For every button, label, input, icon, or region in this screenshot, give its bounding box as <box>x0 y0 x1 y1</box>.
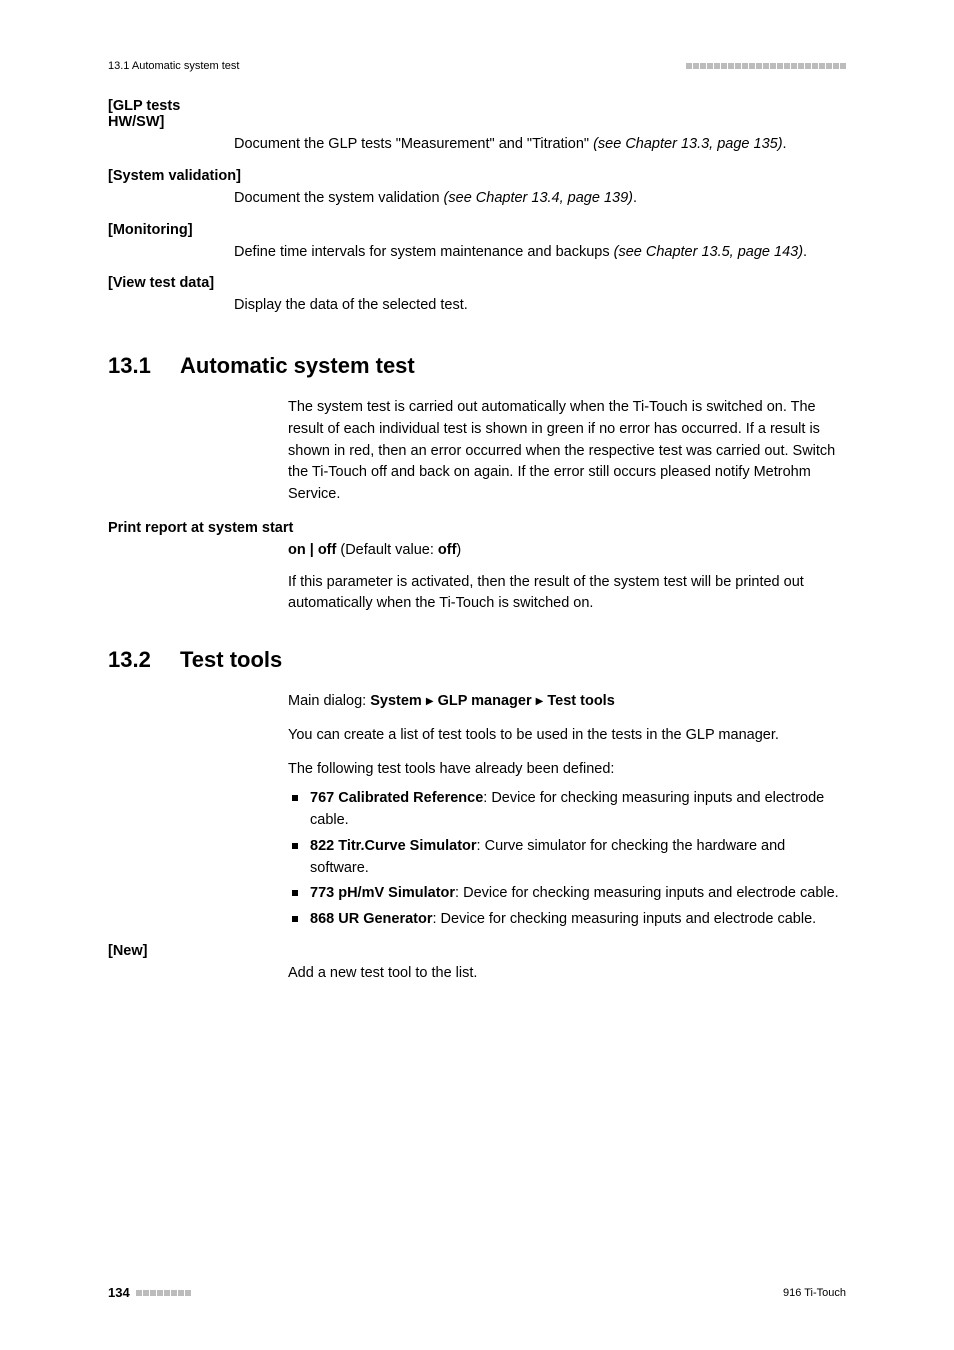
onoff-mid: (Default value: <box>336 542 438 558</box>
maindialog-glp: GLP manager <box>438 693 532 709</box>
section-number: 13.1 <box>108 353 180 379</box>
footer-left: 134 <box>108 1285 191 1300</box>
def-ref: (see Chapter 13.5, page 143) <box>614 244 803 260</box>
footer-decor-squares <box>136 1290 191 1296</box>
def-text: Display the data of the selected test. <box>234 297 468 313</box>
triangle-icon: ▶ <box>426 694 434 709</box>
page-content: [GLP tests HW/SW] Document the GLP tests… <box>108 98 846 985</box>
onoff-post: ) <box>456 542 461 558</box>
page-number: 134 <box>108 1285 130 1300</box>
def-label: [View test data] <box>108 275 846 291</box>
list-item: 767 Calibrated Reference: Device for che… <box>288 788 846 832</box>
tool-name: 773 pH/mV Simulator <box>310 885 455 901</box>
section-13-1-para: The system test is carried out automatic… <box>288 397 846 506</box>
def-text: Add a new test tool to the list. <box>288 965 477 981</box>
maindialog-pre: Main dialog: <box>288 693 370 709</box>
def-monitoring: [Monitoring] Define time intervals for s… <box>108 222 846 264</box>
def-text: Document the system validation <box>234 190 444 206</box>
list-item: 868 UR Generator: Device for checking me… <box>288 909 846 931</box>
section-13-2-para1: You can create a list of test tools to b… <box>288 725 846 747</box>
section-number: 13.2 <box>108 647 180 673</box>
def-new: [New] Add a new test tool to the list. <box>108 943 846 985</box>
list-item: 773 pH/mV Simulator: Device for checking… <box>288 883 846 905</box>
test-tools-list: 767 Calibrated Reference : Device for che… <box>288 788 846 931</box>
tool-desc: : Device for checking measuring inputs a… <box>455 885 839 901</box>
section-13-2-para2: The following test tools have already be… <box>288 759 846 781</box>
section-title: Automatic system test <box>180 353 415 379</box>
tool-name: 868 UR Generator <box>310 911 433 927</box>
header-decor-squares <box>686 63 846 69</box>
header-section-label: 13.1 Automatic system test <box>108 60 239 72</box>
def-ref: (see Chapter 13.4, page 139) <box>444 190 633 206</box>
def-system-validation: [System validation] Document the system … <box>108 168 846 210</box>
maindialog-system: System <box>370 693 422 709</box>
maindialog-testtools: Test tools <box>547 693 614 709</box>
def-period: . <box>633 190 637 206</box>
onoff-options: on | off <box>288 542 336 558</box>
onoff-default: off <box>438 542 457 558</box>
def-label: [System validation] <box>108 168 846 184</box>
def-ref: (see Chapter 13.3, page 135) <box>593 136 782 152</box>
section-title: Test tools <box>180 647 282 673</box>
print-report-label: Print report at system start <box>108 520 846 536</box>
def-period: . <box>803 244 807 260</box>
main-dialog-path: Main dialog: System ▶ GLP manager ▶ Test… <box>288 691 846 713</box>
footer-product: 916 Ti-Touch <box>783 1287 846 1299</box>
section-13-2-heading: 13.2 Test tools <box>108 647 846 673</box>
def-text: Define time intervals for system mainten… <box>234 244 614 260</box>
page-footer: 134 916 Ti-Touch <box>108 1285 846 1300</box>
page-header: 13.1 Automatic system test <box>108 60 846 72</box>
list-item: 822 Titr.Curve Simulator: Curve simulato… <box>288 836 846 880</box>
def-label: [New] <box>108 943 234 959</box>
def-view-test-data: [View test data] Display the data of the… <box>108 275 846 317</box>
tool-name: 767 Calibrated Reference <box>310 790 483 806</box>
tool-name: 822 Titr.Curve Simulator <box>310 838 477 854</box>
print-report-values: on | off (Default value: off) <box>288 540 846 562</box>
tool-desc: : Device for checking measuring inputs a… <box>433 911 817 927</box>
def-text: Document the GLP tests "Measurement" and… <box>234 136 593 152</box>
print-report-para: If this parameter is activated, then the… <box>288 572 846 616</box>
def-label: [GLP tests HW/SW] <box>108 98 234 130</box>
def-glp-tests: [GLP tests HW/SW] Document the GLP tests… <box>108 98 846 156</box>
def-period: . <box>783 136 787 152</box>
triangle-icon: ▶ <box>536 694 544 709</box>
section-13-1-heading: 13.1 Automatic system test <box>108 353 846 379</box>
def-label: [Monitoring] <box>108 222 234 238</box>
